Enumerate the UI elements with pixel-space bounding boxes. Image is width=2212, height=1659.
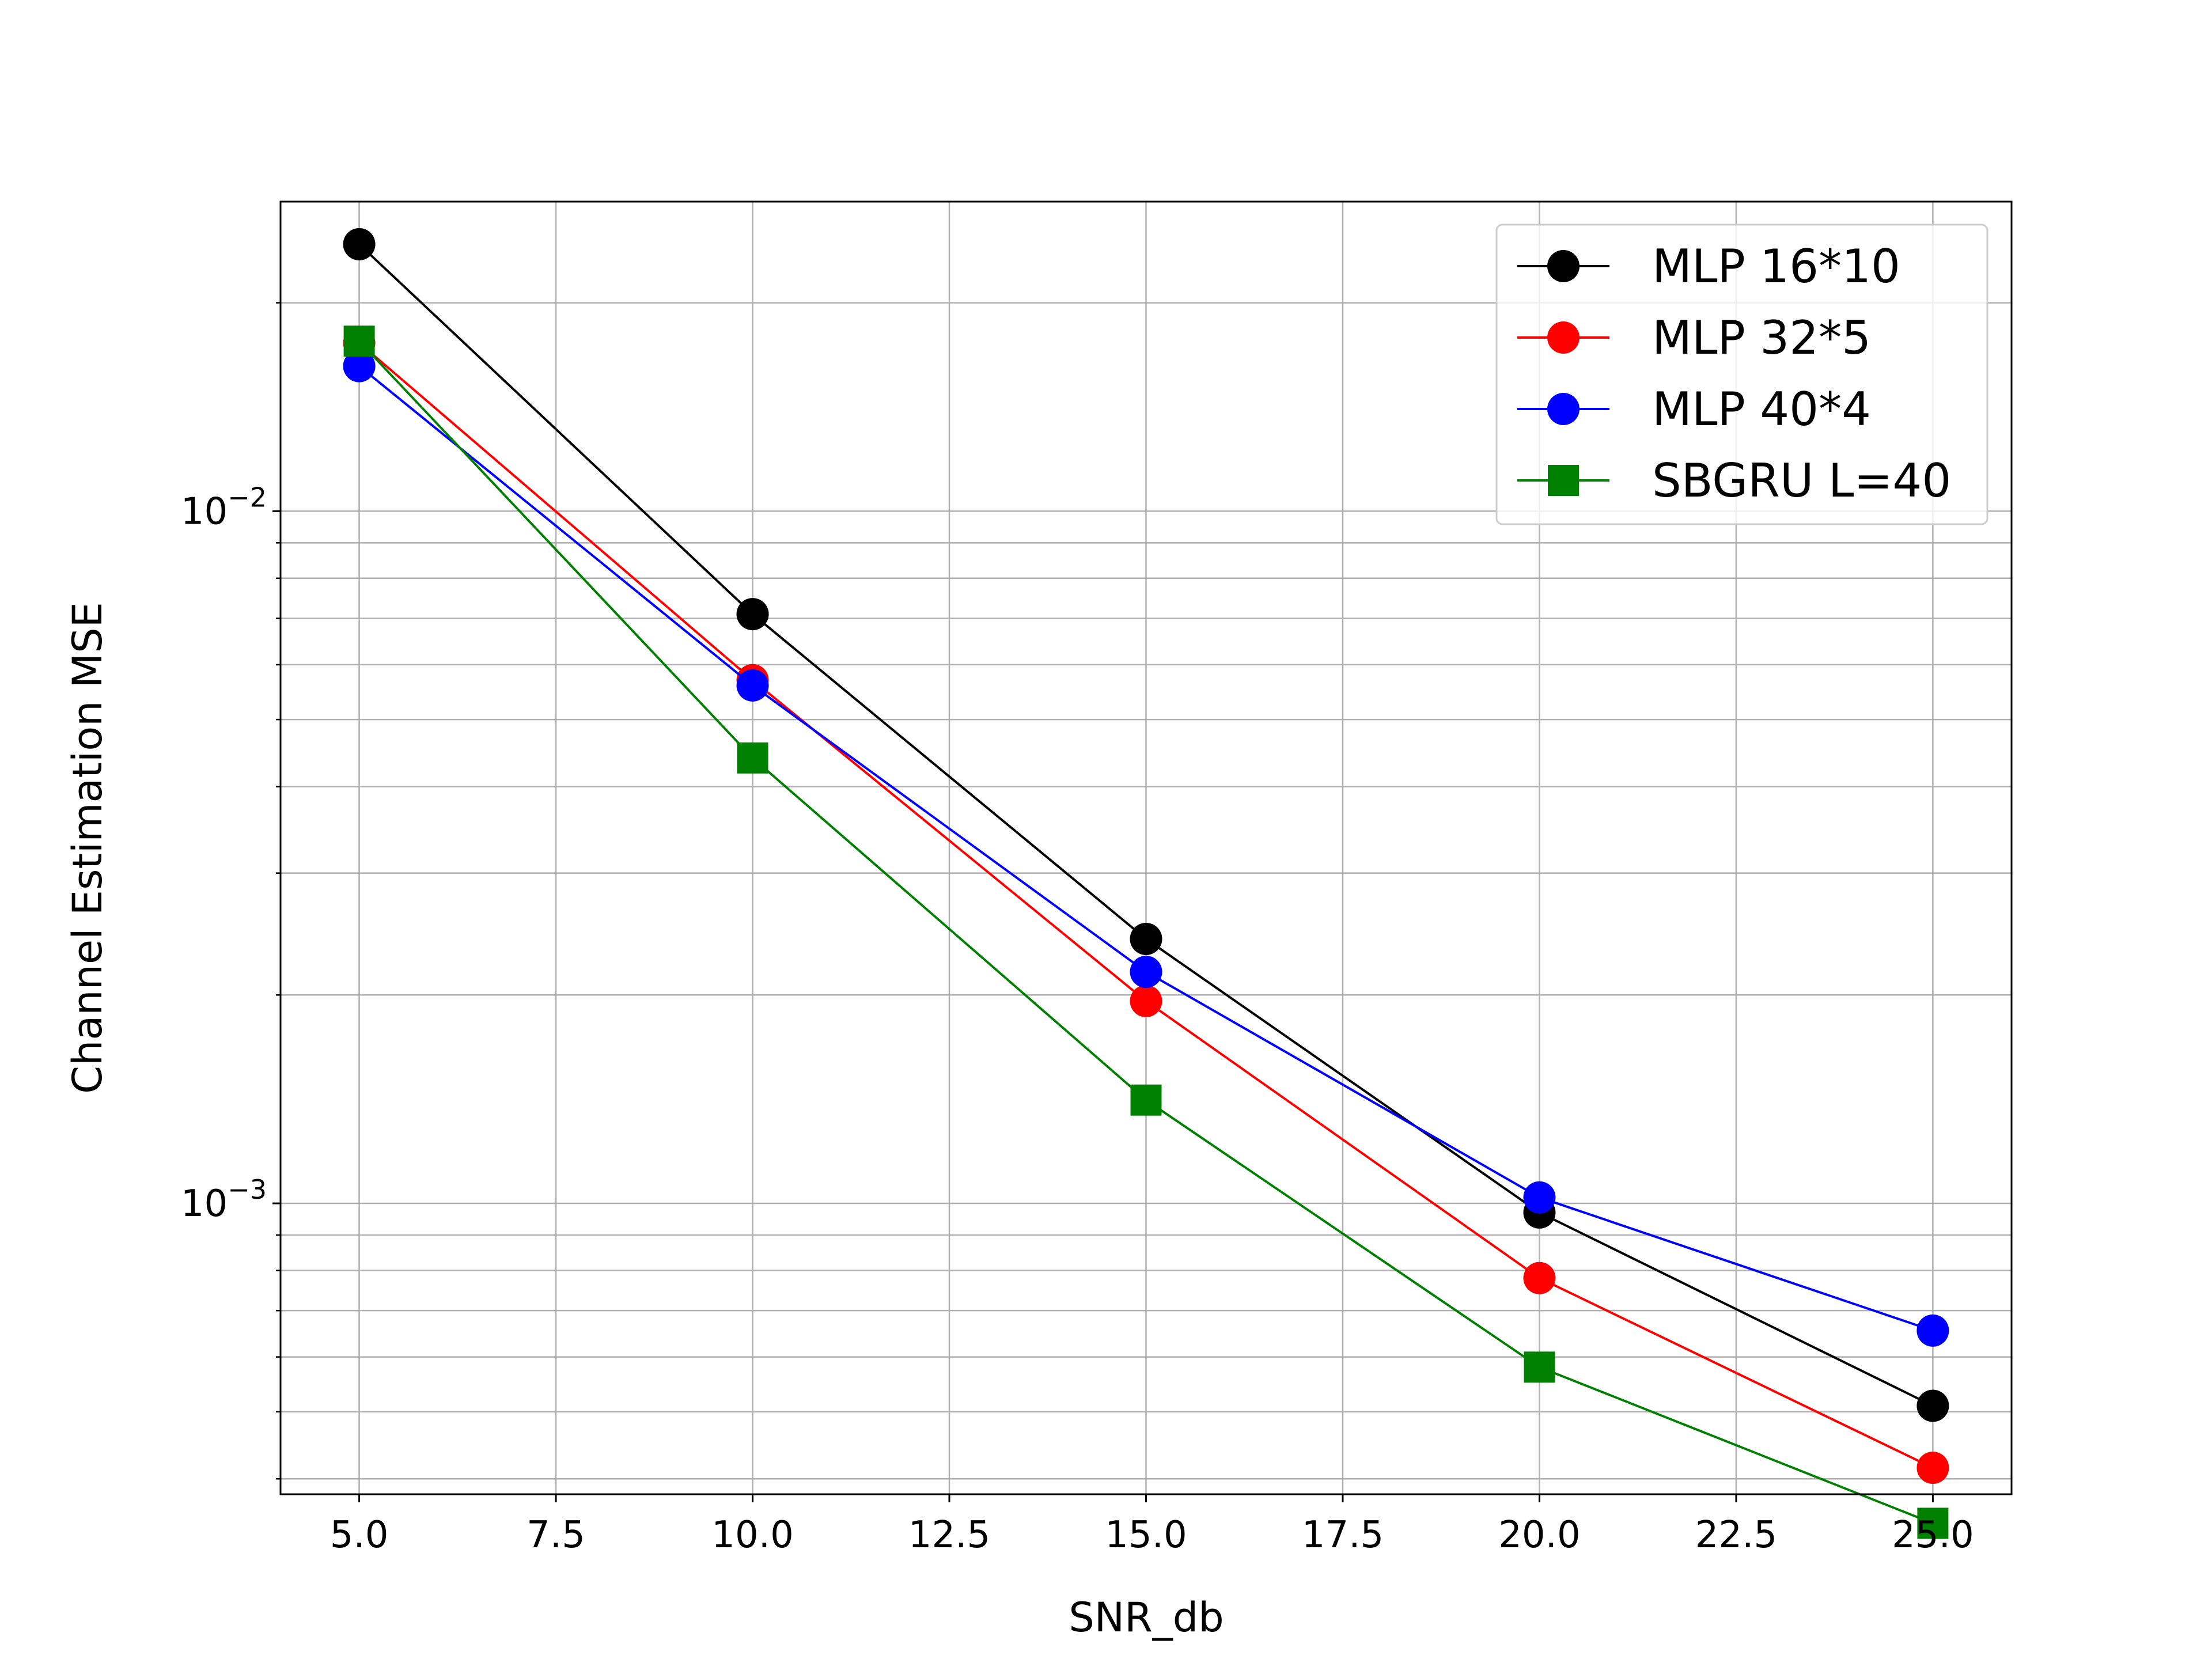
x-tick-label: 20.0 xyxy=(1498,1514,1581,1556)
x-tick-label: 25.0 xyxy=(1892,1514,1974,1556)
legend-item: MLP 40*4 xyxy=(1517,382,1871,436)
x-tick-label: 15.0 xyxy=(1105,1514,1187,1556)
data-point xyxy=(343,325,375,357)
data-point xyxy=(737,742,768,774)
data-point xyxy=(1523,1262,1556,1294)
data-point xyxy=(1916,1452,1949,1484)
grid xyxy=(281,202,2012,1494)
legend-label: MLP 16*10 xyxy=(1652,240,1900,293)
x-tick-label: 10.0 xyxy=(711,1514,794,1556)
data-point xyxy=(1524,1351,1555,1383)
y-axis-label: Channel Estimation MSE xyxy=(64,602,111,1094)
data-point xyxy=(1916,1314,1949,1347)
legend-box xyxy=(1495,224,1988,525)
data-point xyxy=(736,669,769,702)
y-axis: 10−2 10−3 xyxy=(181,302,281,1480)
legend: MLP 16*10 MLP 32*5 MLP 40*4 SBGRU L=40 xyxy=(1495,224,1988,525)
data-point xyxy=(1916,1389,1949,1422)
legend-item: SBGRU L=40 xyxy=(1517,454,1951,507)
legend-marker xyxy=(1547,321,1580,354)
series-2 xyxy=(343,350,1949,1347)
data-point xyxy=(1130,984,1162,1017)
y-tick-label: 10−2 xyxy=(181,482,267,533)
x-axis-label: SNR_db xyxy=(1069,1594,1224,1641)
data-point xyxy=(1523,1181,1556,1214)
series-3 xyxy=(343,325,1949,1539)
legend-marker xyxy=(1547,250,1580,282)
x-tick-label: 12.5 xyxy=(908,1514,991,1556)
data-point xyxy=(1917,1508,1949,1539)
data-point xyxy=(343,350,376,382)
x-tick-label: 22.5 xyxy=(1695,1514,1778,1556)
x-axis: 5.0 7.5 10.0 12.5 15.0 17.5 20.0 22.5 25.0 xyxy=(330,1494,1974,1556)
legend-label: MLP 32*5 xyxy=(1652,311,1871,365)
data-point xyxy=(736,598,769,631)
series-layer xyxy=(343,228,1949,1539)
legend-marker xyxy=(1548,465,1579,496)
data-point xyxy=(343,228,376,260)
data-point xyxy=(1130,922,1162,955)
legend-label: SBGRU L=40 xyxy=(1652,454,1951,507)
legend-label: MLP 40*4 xyxy=(1652,382,1871,436)
legend-item: MLP 16*10 xyxy=(1517,240,1900,293)
x-tick-label: 17.5 xyxy=(1302,1514,1384,1556)
y-tick-label: 10−3 xyxy=(181,1174,267,1225)
legend-item: MLP 32*5 xyxy=(1517,311,1871,365)
x-tick-label: 5.0 xyxy=(330,1514,389,1556)
data-point xyxy=(1130,956,1162,988)
data-point xyxy=(1130,1084,1162,1116)
x-tick-label: 7.5 xyxy=(527,1514,585,1556)
legend-marker xyxy=(1547,393,1580,425)
